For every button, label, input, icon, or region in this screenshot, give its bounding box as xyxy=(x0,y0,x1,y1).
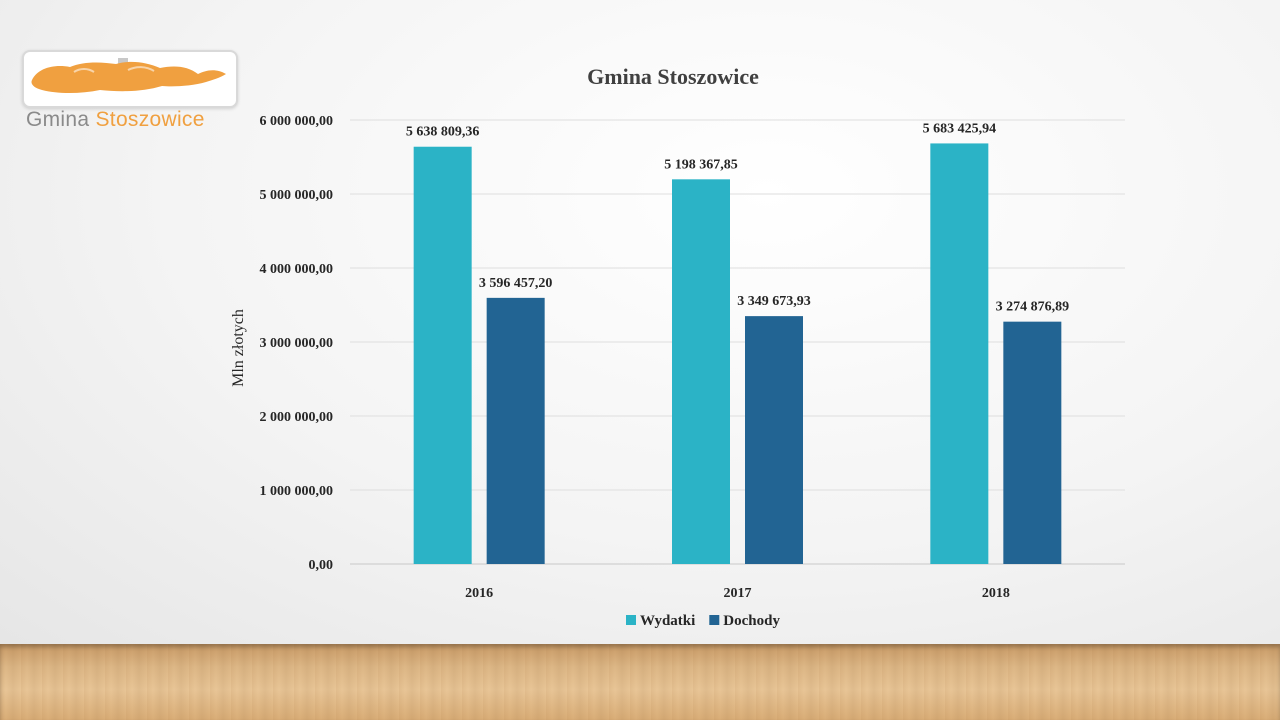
y-tick-label: 3 000 000,00 xyxy=(260,336,334,351)
legend-swatch xyxy=(709,615,720,625)
data-label: 5 683 425,94 xyxy=(923,121,997,136)
gridlines xyxy=(350,119,1125,565)
logo-landscape-icon xyxy=(31,58,227,93)
y-tick-label: 6 000 000,00 xyxy=(260,114,334,129)
logo-text: Gmina Stoszowice xyxy=(26,108,205,132)
data-label: 3 349 673,93 xyxy=(737,294,811,309)
x-tick-label: 2016 xyxy=(465,586,493,601)
data-label: 3 274 876,89 xyxy=(996,300,1070,315)
bars xyxy=(413,143,1062,565)
bar xyxy=(745,316,803,564)
legend-label: Wydatki xyxy=(640,613,695,629)
x-tick-labels: 2016 2017 2018 xyxy=(465,586,1010,601)
y-tick-label: 5 000 000,00 xyxy=(260,188,334,203)
legend-label: Dochody xyxy=(723,613,780,629)
y-tick-labels: 0,00 1 000 000,00 2 000 000,00 3 000 000,00… xyxy=(260,114,334,573)
bar xyxy=(1003,321,1062,564)
y-tick-label: 1 000 000,00 xyxy=(260,484,334,499)
bar-chart: Gmina Stoszowice Mln złotych 0,00 1 000 0… xyxy=(230,64,1125,629)
bar xyxy=(486,297,545,564)
y-tick-label: 0,00 xyxy=(309,558,334,573)
logo-text-stoszowice: Stoszowice xyxy=(95,108,205,131)
data-label: 3 596 457,20 xyxy=(479,276,553,291)
bar xyxy=(413,146,472,565)
bar xyxy=(930,143,989,564)
legend: Wydatki Dochody xyxy=(626,613,780,629)
logo-box xyxy=(22,50,238,108)
y-tick-label: 4 000 000,00 xyxy=(260,262,334,277)
logo-text-gmina: Gmina xyxy=(26,108,96,131)
chart-title: Gmina Stoszowice xyxy=(587,64,759,89)
y-tick-label: 2 000 000,00 xyxy=(260,410,334,425)
legend-swatch xyxy=(626,615,636,625)
x-tick-label: 2018 xyxy=(982,586,1010,601)
data-label: 5 638 809,36 xyxy=(406,125,480,140)
data-label: 5 198 367,85 xyxy=(664,157,738,172)
bar xyxy=(672,179,730,564)
y-axis-label: Mln złotych xyxy=(230,309,247,387)
x-tick-label: 2017 xyxy=(724,586,752,601)
logo: Gmina Stoszowice xyxy=(22,50,238,132)
wood-floor xyxy=(0,644,1280,720)
data-labels: 5 638 809,36 3 596 457,20 5 198 367,85 3 34… xyxy=(406,121,1069,314)
